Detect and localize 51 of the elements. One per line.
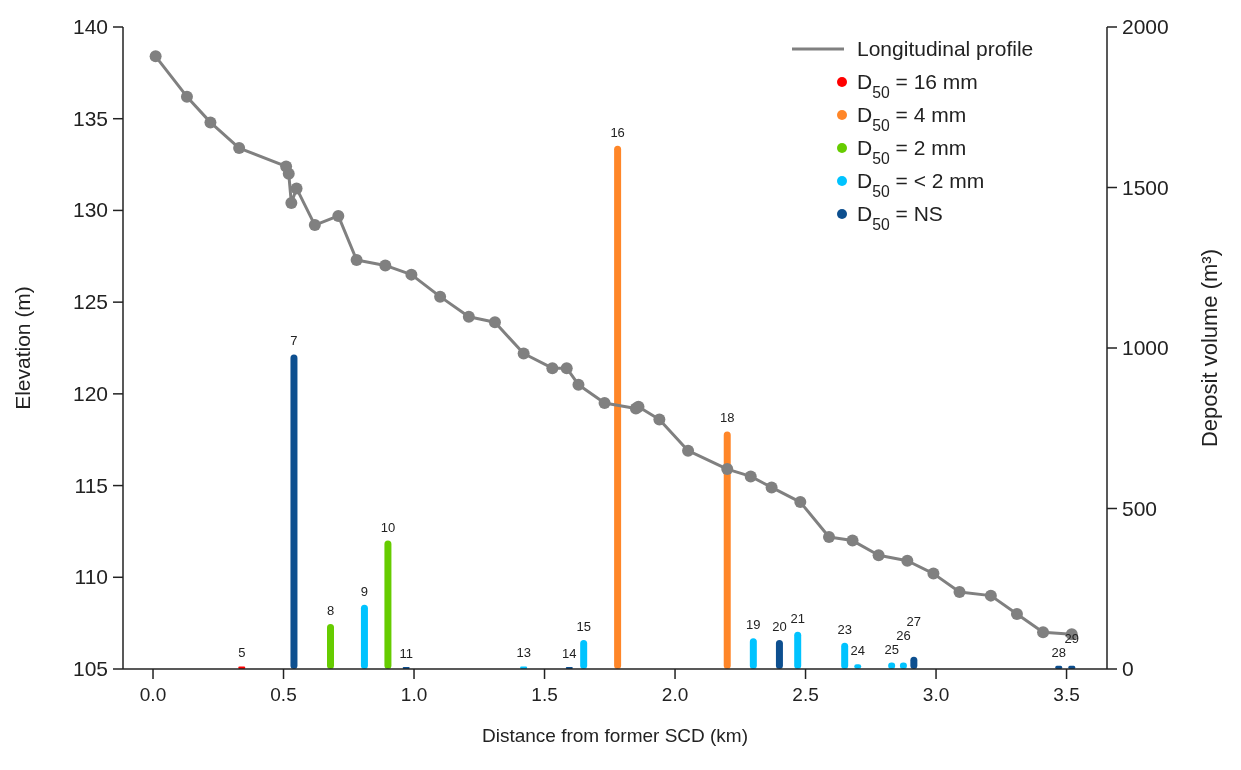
annotation: 15 xyxy=(576,619,591,635)
x-tick-label: 2.5 xyxy=(792,684,819,705)
annotation: 27 xyxy=(906,613,922,629)
y2-tick-label: 500 xyxy=(1122,496,1158,520)
x-tick-label: 1.0 xyxy=(400,684,428,705)
annotation: 23 xyxy=(837,621,852,637)
y-tick-label: 105 xyxy=(72,657,108,680)
annotation: 5 xyxy=(238,645,246,661)
legend-label: D$_{50}$ = 2 mm xyxy=(857,136,967,167)
y-tick-label: 140 xyxy=(72,15,108,38)
y-tick-label: 120 xyxy=(72,381,108,405)
annotation: 24 xyxy=(850,643,865,659)
annotation: 18 xyxy=(720,410,735,426)
annotation: 14 xyxy=(562,645,577,661)
y-tick-label: 115 xyxy=(74,473,108,497)
annotation: 16 xyxy=(610,124,625,140)
y2-tick-label: 1000 xyxy=(1122,336,1169,359)
y2-tick-label: 0 xyxy=(1122,657,1134,680)
annotation: 10 xyxy=(380,519,396,535)
x-tick-label: 0.5 xyxy=(270,684,297,705)
annotation: 28 xyxy=(1051,644,1066,660)
annotation: 21 xyxy=(790,610,805,626)
x-tick-label: 3.0 xyxy=(922,684,950,705)
annotation: 13 xyxy=(516,645,531,661)
x-axis-title: Distance from former SCD (km) xyxy=(481,725,749,746)
y-tick-label: 135 xyxy=(72,106,108,130)
y-tick-label: 125 xyxy=(72,290,108,314)
y-axis-title: Elevation (m) xyxy=(11,286,34,410)
annotation: 20 xyxy=(772,619,787,635)
annotation: 25 xyxy=(884,641,899,657)
x-tick-label: 0.0 xyxy=(139,684,167,705)
y2-axis-title: Deposit volume (m³) xyxy=(1197,248,1222,448)
legend-label: D$_{50}$ = 4 mm xyxy=(857,103,967,134)
annotation: 29 xyxy=(1064,630,1079,646)
annotation: 8 xyxy=(326,603,335,619)
legend-label: D$_{50}$ = < 2 mm xyxy=(857,169,985,200)
y2-tick-label: 1500 xyxy=(1122,175,1169,199)
annotation: 19 xyxy=(746,617,761,633)
annotation: 9 xyxy=(360,583,369,599)
legend-label: D$_{50}$ = 16 mm xyxy=(857,70,978,101)
x-tick-label: 3.5 xyxy=(1053,684,1080,705)
legend-label: Longitudinal profile xyxy=(857,37,1034,60)
y-tick-label: 110 xyxy=(74,565,108,589)
annotation: 7 xyxy=(290,333,298,349)
y2-tick-label: 2000 xyxy=(1122,15,1169,38)
x-tick-label: 2.0 xyxy=(661,684,689,705)
legend-label: D$_{50}$ = NS xyxy=(857,202,943,233)
annotation: 26 xyxy=(896,627,911,643)
x-tick-label: 1.5 xyxy=(531,684,558,705)
y-tick-label: 130 xyxy=(72,198,108,222)
annotation: 11 xyxy=(399,645,413,661)
